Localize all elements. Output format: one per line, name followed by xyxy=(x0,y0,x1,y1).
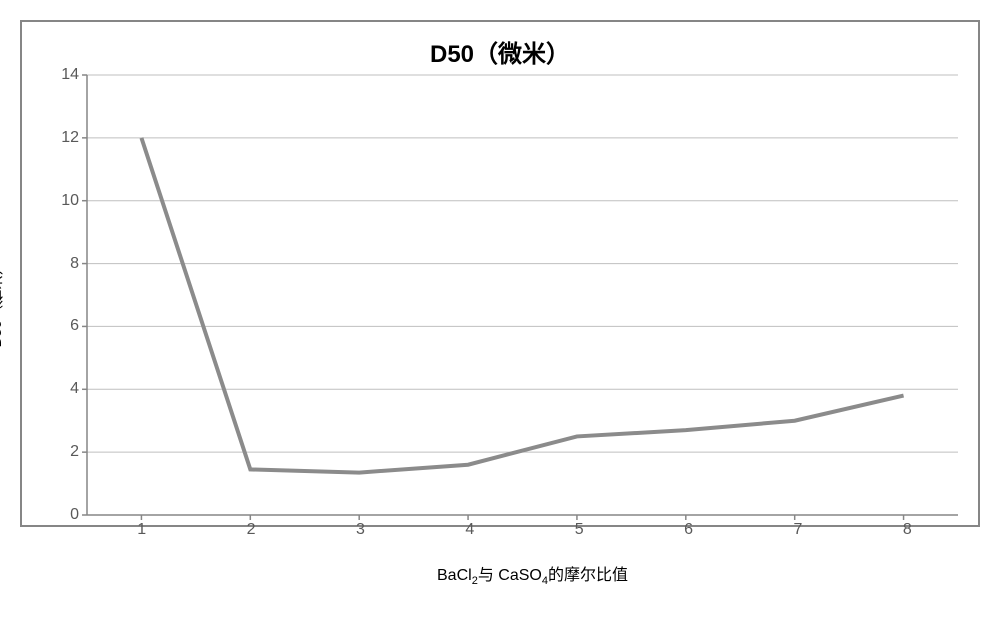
x-tick-label: 6 xyxy=(684,521,693,539)
y-tick-label: 10 xyxy=(61,192,79,210)
x-tick-label: 4 xyxy=(465,521,474,539)
y-tick-label: 12 xyxy=(61,129,79,147)
chart-container: D50（微米） 02468101214 12345678 xyxy=(20,20,980,527)
y-tick-label: 2 xyxy=(70,443,79,461)
y-axis-label: D50（微米） xyxy=(0,260,7,348)
y-tick-label: 8 xyxy=(70,255,79,273)
y-tick-label: 6 xyxy=(70,317,79,335)
chart-wrapper: D50（微米） D50（微米） 02468101214 12345678 BaC… xyxy=(20,20,980,587)
chart-title: D50（微米） xyxy=(22,22,978,75)
y-tick-label: 0 xyxy=(70,506,79,524)
x-tick-label: 7 xyxy=(793,521,802,539)
x-axis-label: BaCl2与 CaSO4的摩尔比值 xyxy=(85,561,980,587)
x-tick-label: 3 xyxy=(356,521,365,539)
plot-area xyxy=(87,75,958,515)
y-tick-label: 4 xyxy=(70,380,79,398)
x-tick-label: 1 xyxy=(137,521,146,539)
x-tick-label: 8 xyxy=(903,521,912,539)
x-tick-label: 2 xyxy=(247,521,256,539)
plot-frame: 02468101214 12345678 xyxy=(87,75,958,515)
y-tick-label: 14 xyxy=(61,66,79,84)
x-tick-label: 5 xyxy=(575,521,584,539)
